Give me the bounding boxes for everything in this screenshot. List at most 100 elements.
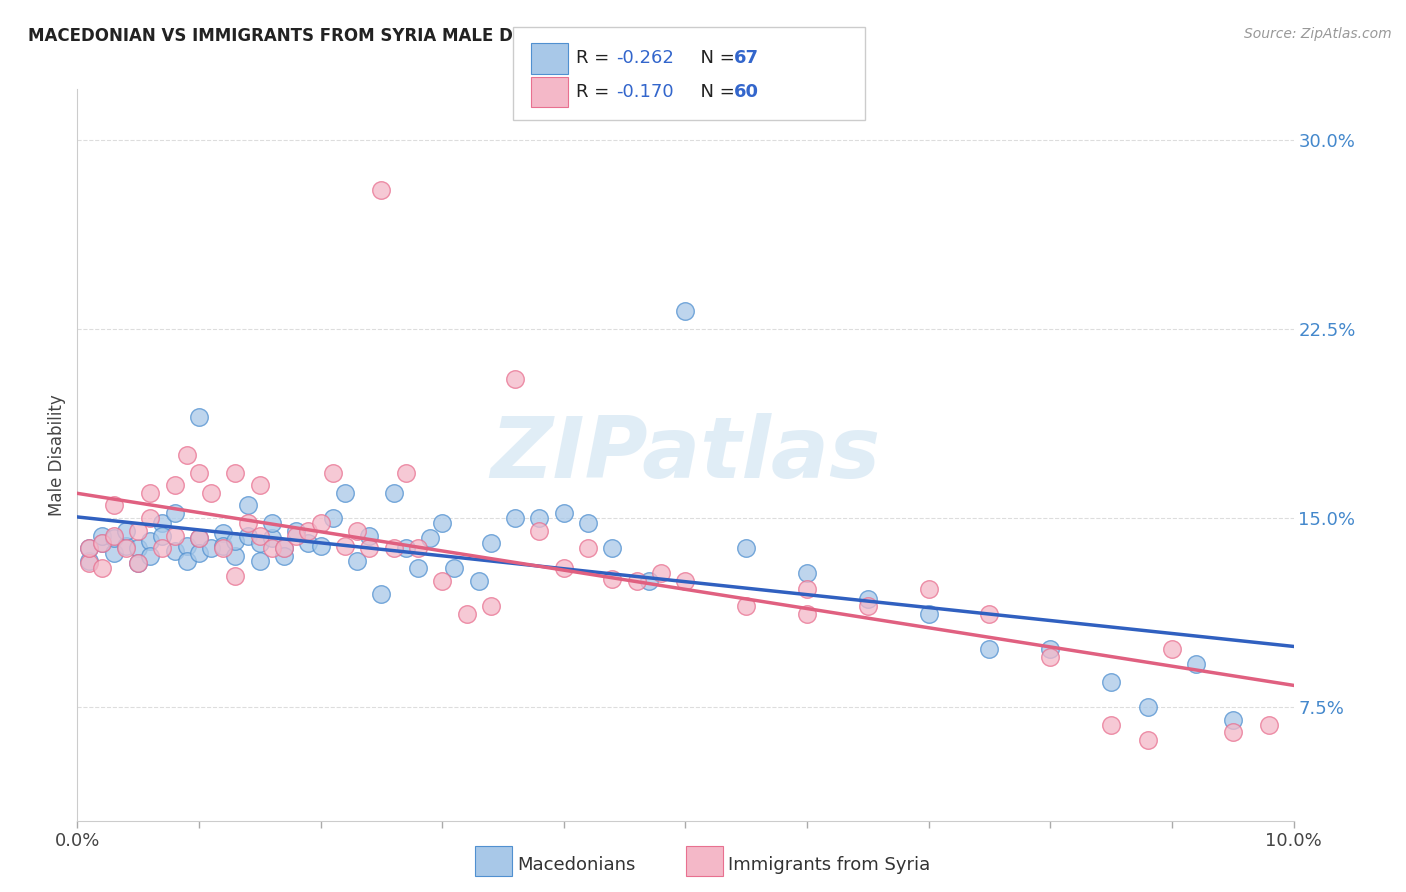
Point [406,541,429,556]
Point [370,587,392,601]
Point [249,478,271,492]
Point [176,539,198,553]
Point [430,516,453,530]
Point [224,533,246,548]
Point [236,528,259,542]
Point [79,554,101,568]
Text: 67: 67 [734,49,759,67]
Point [638,574,661,588]
Point [602,541,624,556]
Point [322,466,344,480]
Point [456,607,478,621]
Point [346,524,368,538]
Text: 60: 60 [734,83,759,101]
Point [152,528,174,542]
Point [406,561,429,575]
Point [675,574,697,588]
Point [553,561,575,575]
Point [796,566,818,581]
Point [1136,700,1159,714]
Point [918,582,941,596]
Point [359,541,381,556]
Point [735,599,758,614]
Point [1136,733,1159,747]
Point [163,543,186,558]
Point [79,541,101,556]
Point [127,524,149,538]
Point [626,574,648,588]
Point [576,516,599,530]
Point [576,541,599,556]
Point [529,511,551,525]
Point [90,536,112,550]
Point [1222,725,1244,739]
Point [236,516,259,530]
Point [103,528,125,542]
Point [1185,657,1208,672]
Point [152,516,174,530]
Point [918,607,941,621]
Point [479,599,502,614]
Point [127,557,149,571]
Point [139,485,162,500]
Point [273,541,295,556]
Point [224,549,246,563]
Point [176,448,198,462]
Point [236,499,259,513]
Point [79,557,101,571]
Point [163,506,186,520]
Point [395,466,418,480]
Point [260,531,283,545]
Point [224,466,246,480]
Point [430,574,453,588]
Point [188,546,211,560]
Point [103,499,125,513]
Point [285,524,308,538]
Point [260,541,283,556]
Point [188,410,211,425]
Point [163,478,186,492]
Point [212,541,235,556]
Point [979,642,1001,657]
Point [346,554,368,568]
Text: N =: N = [689,83,741,101]
Text: MACEDONIAN VS IMMIGRANTS FROM SYRIA MALE DISABILITY CORRELATION CHART: MACEDONIAN VS IMMIGRANTS FROM SYRIA MALE… [28,27,808,45]
Point [553,506,575,520]
Text: R =: R = [576,83,616,101]
Text: -0.262: -0.262 [616,49,673,67]
Point [650,566,672,581]
Point [127,541,149,556]
Point [322,511,344,525]
Y-axis label: Male Disability: Male Disability [48,394,66,516]
Point [856,591,879,606]
Point [979,607,1001,621]
Point [285,528,308,542]
Point [188,531,211,545]
Point [176,554,198,568]
Point [139,549,162,563]
Point [90,561,112,575]
Text: -0.170: -0.170 [616,83,673,101]
Point [309,516,332,530]
Point [479,536,502,550]
Point [163,528,186,542]
Point [382,485,405,500]
Point [115,524,138,538]
Point [200,541,222,556]
Point [212,526,235,541]
Point [139,533,162,548]
Text: Macedonians: Macedonians [517,856,636,874]
Text: Immigrants from Syria: Immigrants from Syria [728,856,931,874]
Point [103,531,125,545]
Point [249,554,271,568]
Point [103,546,125,560]
Point [90,528,112,542]
Point [249,528,271,542]
Point [297,524,319,538]
Point [675,304,697,318]
Point [212,539,235,553]
Point [503,372,526,386]
Point [152,541,174,556]
Point [200,485,222,500]
Point [115,539,138,553]
